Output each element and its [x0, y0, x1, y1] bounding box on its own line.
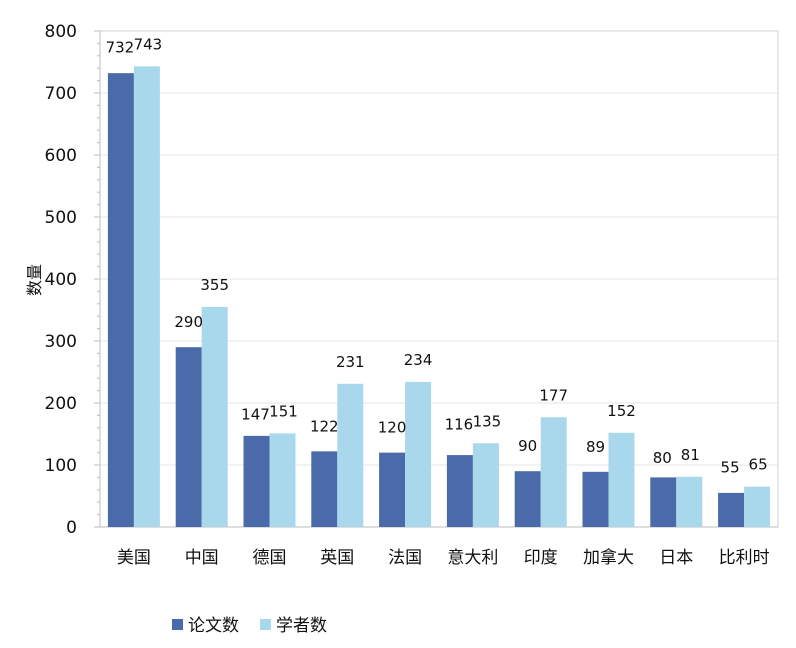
- bar: [650, 477, 677, 527]
- data-label: 120: [378, 419, 407, 437]
- bar: [676, 476, 703, 527]
- bar: [201, 306, 228, 527]
- bar: [472, 443, 499, 527]
- data-label: 55: [721, 459, 740, 477]
- legend-label: 学者数: [276, 616, 327, 636]
- bar: [133, 66, 160, 527]
- bar: [514, 471, 541, 527]
- x-tick-label: 印度: [524, 548, 558, 568]
- data-label: 116: [445, 415, 474, 433]
- bar: [718, 492, 745, 527]
- bar: [608, 432, 635, 527]
- data-labels: 732 743 290 355 147 151 122 231 120 234 116 135 90 17…: [106, 35, 768, 476]
- legend: 论文数 学者数: [172, 616, 327, 636]
- bar: [379, 452, 406, 527]
- legend-label: 论文数: [188, 616, 239, 636]
- bar: [405, 381, 432, 527]
- data-label: 743: [134, 35, 163, 53]
- x-tick-label: 加拿大: [583, 547, 634, 568]
- y-tick-label: 500: [45, 208, 77, 228]
- x-tick-label: 意大利: [447, 548, 498, 568]
- bar: [744, 486, 771, 527]
- data-label: 231: [336, 353, 365, 371]
- y-axis-title: 数量: [25, 264, 44, 296]
- bar: [175, 347, 202, 527]
- bar: [107, 73, 134, 527]
- bars: [107, 66, 771, 527]
- x-tick-label: 英国: [320, 548, 354, 568]
- data-label: 152: [607, 402, 636, 420]
- data-label: 135: [473, 412, 502, 430]
- data-label: 122: [310, 417, 339, 435]
- data-label: 151: [269, 402, 298, 420]
- data-label: 234: [404, 351, 433, 369]
- bar: [269, 433, 296, 527]
- y-tick-label: 300: [45, 332, 77, 352]
- data-label: 65: [749, 456, 768, 474]
- y-tick-label: 400: [45, 270, 77, 290]
- data-label: 89: [586, 438, 605, 456]
- y-tick-label: 800: [45, 22, 77, 42]
- x-tick-label: 德国: [253, 548, 287, 568]
- bar: [311, 451, 338, 527]
- data-label: 147: [241, 405, 270, 423]
- x-tick-label: 法国: [388, 548, 422, 568]
- data-label: 290: [174, 313, 203, 331]
- bar: [582, 471, 609, 527]
- y-tick-label: 0: [66, 518, 77, 538]
- y-tick-label: 600: [45, 146, 77, 166]
- y-tick-label: 700: [45, 84, 77, 104]
- data-label: 81: [681, 446, 700, 464]
- y-tick-label: 100: [45, 456, 77, 476]
- x-axis-categories: 美国 中国 德国 英国 法国 意大利 印度 加拿大 日本 比利时: [117, 547, 770, 568]
- x-tick-label: 日本: [659, 548, 693, 568]
- data-label: 90: [518, 437, 537, 455]
- x-tick-label: 比利时: [719, 548, 770, 568]
- y-tick-label: 200: [45, 394, 77, 414]
- legend-swatch: [260, 619, 271, 630]
- data-label: 177: [539, 386, 568, 404]
- x-tick-label: 中国: [185, 548, 219, 568]
- bar: [243, 435, 270, 527]
- data-label: 355: [200, 276, 229, 294]
- bar: [540, 417, 567, 527]
- bar: [446, 455, 473, 527]
- data-label: 80: [653, 449, 672, 467]
- data-label: 732: [106, 38, 135, 56]
- legend-swatch: [172, 619, 183, 630]
- x-tick-label: 美国: [117, 548, 151, 568]
- bar: [337, 383, 364, 527]
